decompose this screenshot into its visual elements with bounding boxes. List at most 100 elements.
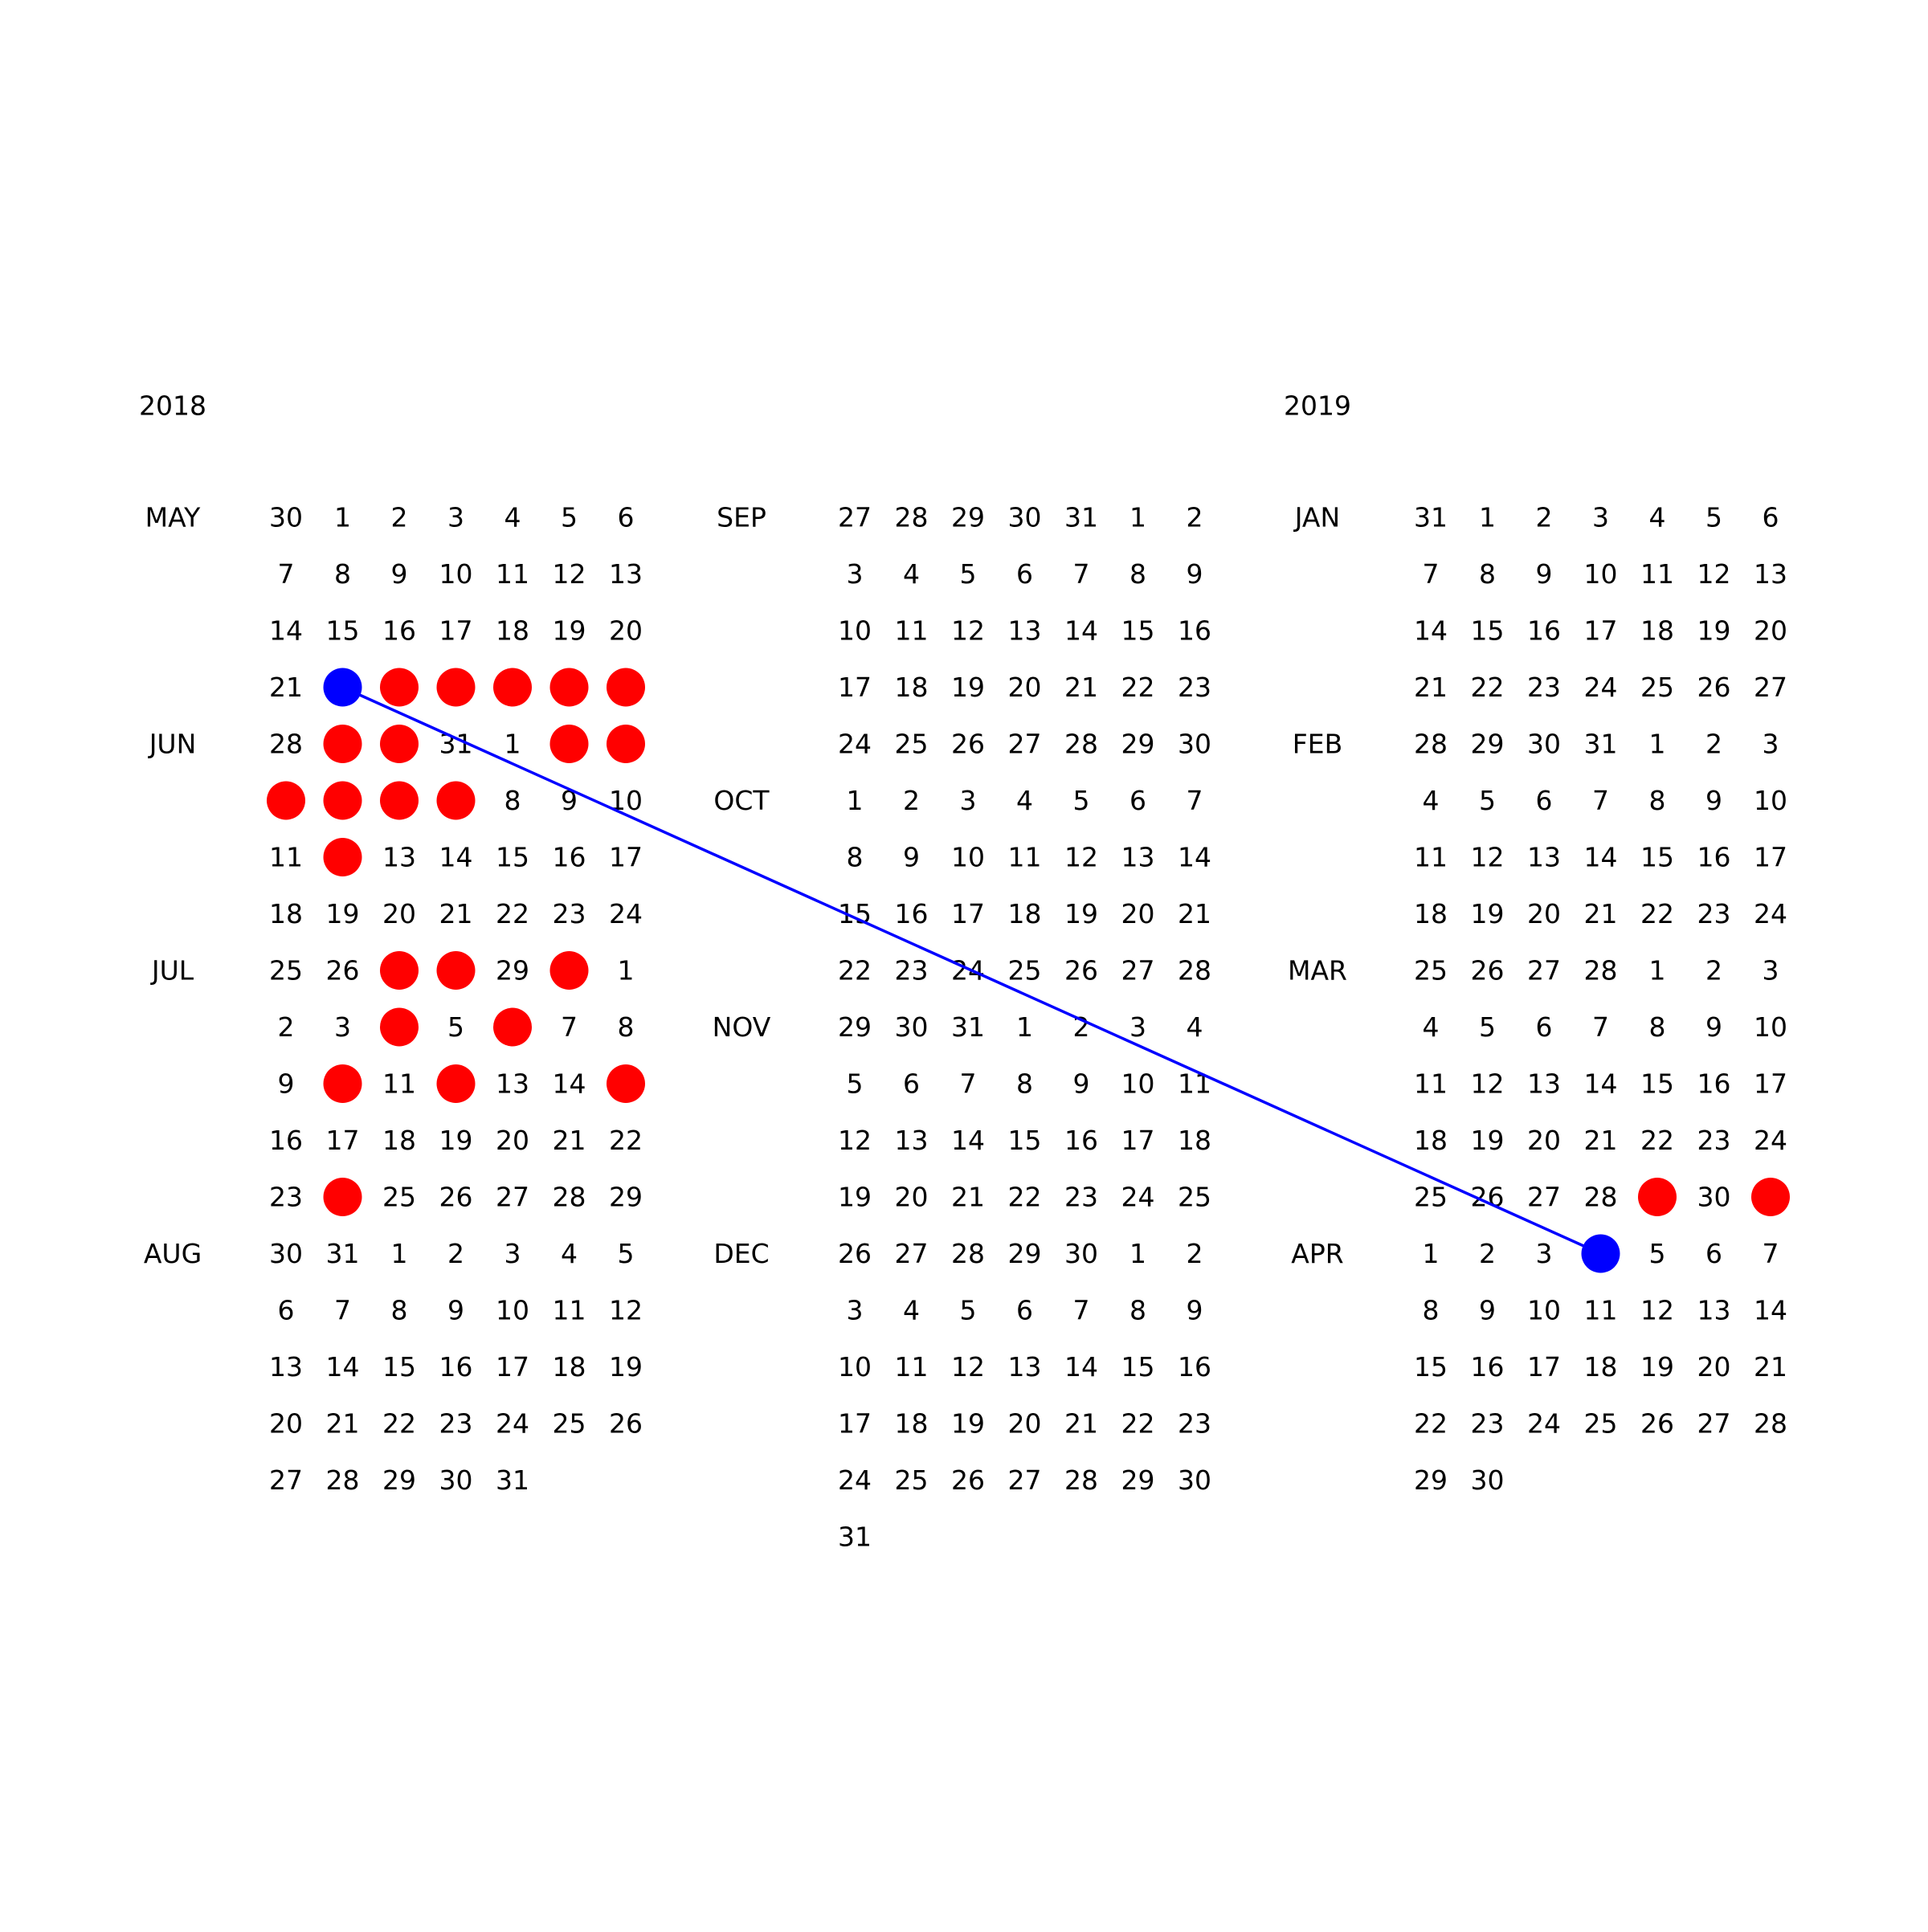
day-number: 22 <box>382 1408 416 1440</box>
day-number: 29 <box>496 955 529 986</box>
day-number: 28 <box>951 1238 985 1269</box>
marked-dot <box>380 951 419 990</box>
day-number: 30 <box>1471 1464 1505 1496</box>
day-number: 19 <box>1697 615 1731 647</box>
day-number: 13 <box>1754 558 1787 590</box>
day-number: 10 <box>1754 1011 1787 1043</box>
month-label: JUN <box>148 729 197 760</box>
day-number: 22 <box>838 955 872 986</box>
day-number: 22 <box>1640 1125 1674 1156</box>
day-number: 5 <box>618 1238 635 1269</box>
day-number: 5 <box>447 1011 464 1043</box>
day-number: 17 <box>439 615 473 647</box>
day-number: 2 <box>447 1238 464 1269</box>
day-number: 5 <box>1479 785 1496 816</box>
day-number: 17 <box>951 898 985 929</box>
day-number: 20 <box>609 615 643 647</box>
day-number: 21 <box>1584 898 1618 929</box>
day-number: 16 <box>1527 615 1561 647</box>
marked-dot <box>323 1064 362 1103</box>
marked-dot <box>436 781 476 820</box>
marked-dot <box>607 1064 645 1103</box>
day-number: 23 <box>439 1408 473 1440</box>
day-number: 25 <box>269 955 303 986</box>
day-number: 31 <box>838 1522 872 1553</box>
day-number: 19 <box>1471 1125 1505 1156</box>
day-number: 15 <box>1640 1068 1674 1100</box>
day-number: 6 <box>1016 558 1033 590</box>
day-number: 3 <box>504 1238 521 1269</box>
day-number: 21 <box>269 672 303 703</box>
day-number: 10 <box>609 785 643 816</box>
marked-dot <box>436 1064 476 1103</box>
day-number: 2 <box>1536 502 1553 533</box>
day-number: 3 <box>334 1011 351 1043</box>
day-number: 6 <box>618 502 635 533</box>
day-number: 24 <box>1754 1125 1787 1156</box>
day-number: 4 <box>1187 1011 1203 1043</box>
day-number: 27 <box>895 1238 929 1269</box>
day-number: 3 <box>1592 502 1609 533</box>
day-number: 9 <box>903 842 920 873</box>
day-number: 12 <box>1471 842 1505 873</box>
day-number: 26 <box>1640 1408 1674 1440</box>
day-number: 31 <box>496 1464 529 1496</box>
day-number: 12 <box>1640 1295 1674 1326</box>
day-number: 21 <box>1754 1351 1787 1383</box>
marked-dot <box>436 668 476 707</box>
day-number: 4 <box>903 558 920 590</box>
day-number: 3 <box>1536 1238 1553 1269</box>
day-number: 25 <box>1414 1182 1448 1213</box>
day-number: 6 <box>1536 785 1553 816</box>
day-number: 8 <box>334 558 351 590</box>
day-number: 9 <box>1705 785 1722 816</box>
day-number: 29 <box>1008 1238 1042 1269</box>
day-number: 21 <box>951 1182 985 1213</box>
day-number: 16 <box>1178 615 1211 647</box>
day-number: 23 <box>269 1182 303 1213</box>
day-number: 5 <box>1705 502 1722 533</box>
day-number: 13 <box>1527 1068 1561 1100</box>
day-number: 28 <box>1064 729 1098 760</box>
day-number: 16 <box>269 1125 303 1156</box>
day-number: 9 <box>1187 1295 1203 1326</box>
day-number: 1 <box>391 1238 408 1269</box>
day-number: 31 <box>1064 502 1098 533</box>
day-number: 21 <box>1414 672 1448 703</box>
day-number: 25 <box>1584 1408 1618 1440</box>
day-number: 14 <box>1064 615 1098 647</box>
day-number: 10 <box>838 615 872 647</box>
day-number: 20 <box>382 898 416 929</box>
day-number: 24 <box>1527 1408 1561 1440</box>
day-number: 8 <box>1479 558 1496 590</box>
day-number: 21 <box>326 1408 360 1440</box>
day-number: 6 <box>278 1295 295 1326</box>
day-number: 2 <box>1705 729 1722 760</box>
day-number: 7 <box>1763 1238 1779 1269</box>
day-number: 13 <box>496 1068 529 1100</box>
day-number: 27 <box>1527 1182 1561 1213</box>
day-number: 4 <box>1423 785 1440 816</box>
day-number: 16 <box>1178 1351 1211 1383</box>
day-number: 11 <box>1584 1295 1618 1326</box>
day-number: 26 <box>1697 672 1731 703</box>
day-number: 25 <box>895 729 929 760</box>
day-number: 17 <box>1584 615 1618 647</box>
marked-dot <box>493 1007 532 1047</box>
day-number: 2 <box>1187 1238 1203 1269</box>
day-number: 1 <box>618 955 635 986</box>
day-number: 28 <box>1178 955 1211 986</box>
day-number: 30 <box>269 1238 303 1269</box>
day-number: 1 <box>1479 502 1496 533</box>
day-number: 9 <box>1187 558 1203 590</box>
day-number: 6 <box>903 1068 920 1100</box>
day-number: 12 <box>1471 1068 1505 1100</box>
day-number: 24 <box>1584 672 1618 703</box>
day-number: 5 <box>1479 1011 1496 1043</box>
day-number: 28 <box>1584 1182 1618 1213</box>
day-number: 7 <box>278 558 295 590</box>
day-number: 26 <box>326 955 360 986</box>
marked-dot <box>267 781 305 820</box>
